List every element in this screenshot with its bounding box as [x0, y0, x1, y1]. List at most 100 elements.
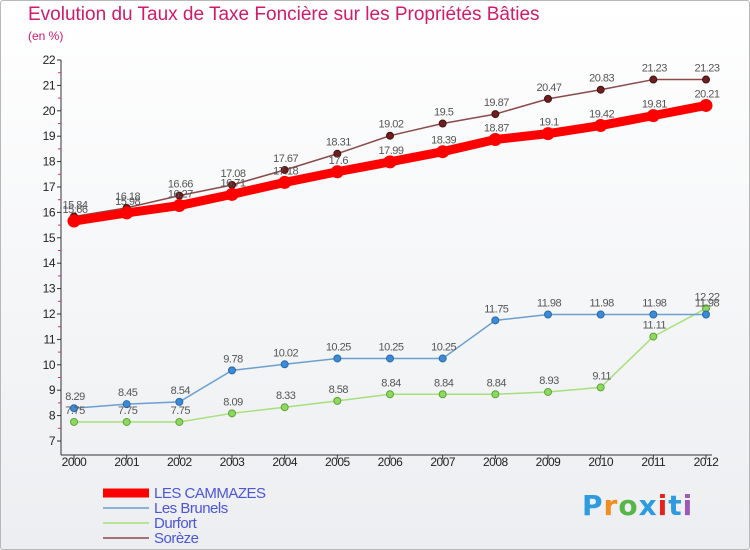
x-tick-label: 2010 — [588, 455, 614, 469]
data-label: 11.98 — [537, 298, 562, 310]
data-label: 20.47 — [536, 82, 561, 94]
data-point — [228, 366, 236, 375]
data-point — [491, 110, 500, 119]
x-tick-label: 2000 — [62, 455, 88, 469]
data-point — [488, 133, 502, 147]
data-label: 8.93 — [539, 375, 559, 387]
y-tick-label: 7 — [49, 434, 56, 448]
data-label: 19.87 — [484, 97, 509, 109]
legend-label: Sorèze — [154, 530, 199, 547]
data-point — [228, 409, 236, 418]
series-line-durfort — [73, 307, 707, 423]
data-label: 17.99 — [378, 145, 403, 157]
x-tick-label: 2006 — [378, 455, 404, 469]
y-tick-label: 10 — [43, 358, 56, 372]
data-point — [172, 199, 186, 213]
data-point — [541, 127, 555, 141]
data-label: 11.98 — [695, 298, 720, 310]
y-tick-label: 11 — [44, 332, 56, 346]
y-tick-label: 9 — [49, 383, 56, 397]
data-label: 8.09 — [223, 396, 243, 408]
data-point — [383, 155, 397, 169]
logo-letter: r — [603, 489, 619, 522]
data-point — [67, 214, 81, 228]
x-tick-label: 2011 — [641, 455, 666, 469]
x-tick-label: 2002 — [167, 455, 193, 469]
data-point — [438, 390, 447, 399]
y-tick-label: 8 — [49, 409, 56, 423]
data-label: 18.39 — [431, 135, 456, 147]
legend-label: LES CAMMAZES — [154, 485, 266, 502]
data-point — [386, 390, 394, 399]
data-point — [649, 75, 658, 84]
data-label: 16.71 — [220, 177, 245, 189]
y-tick-label: 13 — [43, 282, 56, 296]
y-tick-label: 18 — [43, 155, 56, 169]
y-tick-label: 22 — [43, 53, 56, 67]
data-label: 8.84 — [381, 377, 401, 389]
x-tick-label: 2001 — [114, 455, 140, 469]
data-label: 15.84 — [62, 199, 87, 211]
data-label: 10.25 — [431, 341, 456, 353]
logo-letter: i — [657, 489, 669, 522]
x-tick-label: 2007 — [430, 455, 456, 469]
data-label: 18.31 — [326, 137, 351, 149]
data-label: 21.23 — [694, 63, 719, 75]
data-label: 11.98 — [642, 298, 667, 310]
data-label: 7.75 — [65, 405, 85, 417]
data-point — [596, 383, 605, 392]
y-tick-label: 17 — [43, 180, 56, 194]
data-label: 19.42 — [589, 109, 614, 121]
data-point — [225, 187, 239, 201]
data-point — [120, 206, 134, 220]
data-label: 8.54 — [171, 385, 191, 397]
y-tick-label: 21 — [43, 78, 56, 92]
logo-letter: P — [582, 489, 604, 522]
data-label: 19.5 — [434, 107, 454, 119]
data-point — [122, 400, 131, 409]
data-label: 8.84 — [487, 377, 507, 389]
data-label: 10.02 — [273, 347, 298, 359]
data-point — [594, 119, 608, 133]
data-point — [278, 175, 292, 189]
data-point — [649, 310, 658, 319]
logo-letter: t — [668, 489, 683, 522]
data-point — [491, 390, 500, 399]
data-label: 12.22 — [694, 291, 719, 303]
data-point — [649, 332, 658, 341]
data-point — [596, 85, 605, 94]
x-tick-label: 2003 — [220, 455, 246, 469]
data-label: 7.75 — [171, 405, 191, 417]
data-label: 8.45 — [118, 387, 138, 399]
data-point — [386, 131, 394, 140]
data-label: 17.67 — [273, 153, 298, 165]
data-label: 7.75 — [118, 405, 138, 417]
x-tick-label: 2008 — [483, 455, 509, 469]
data-point — [544, 310, 552, 319]
y-tick-label: 19 — [43, 129, 56, 143]
data-label: 19.1 — [539, 117, 559, 129]
data-label: 16.27 — [168, 189, 193, 201]
data-label: 19.81 — [642, 99, 667, 111]
legend-label: Les Brunels — [154, 500, 228, 517]
data-label: 17.6 — [329, 155, 349, 167]
data-label: 20.83 — [589, 73, 614, 85]
data-label: 16.18 — [115, 191, 140, 203]
data-label: 10.25 — [326, 341, 351, 353]
data-label: 8.29 — [65, 391, 85, 403]
data-label: 21.23 — [642, 63, 667, 75]
logo-letter: o — [618, 489, 639, 522]
data-label: 16.66 — [168, 179, 193, 191]
data-point — [646, 109, 660, 123]
data-point — [333, 149, 342, 158]
data-point — [438, 354, 447, 363]
data-point — [175, 417, 184, 426]
data-label: 8.84 — [434, 377, 454, 389]
data-label: 8.58 — [329, 384, 349, 396]
data-point — [175, 397, 184, 406]
logo-letter: i — [682, 489, 694, 522]
data-point — [70, 417, 78, 426]
data-label: 11.75 — [484, 303, 509, 315]
data-label: 18.87 — [484, 123, 509, 135]
